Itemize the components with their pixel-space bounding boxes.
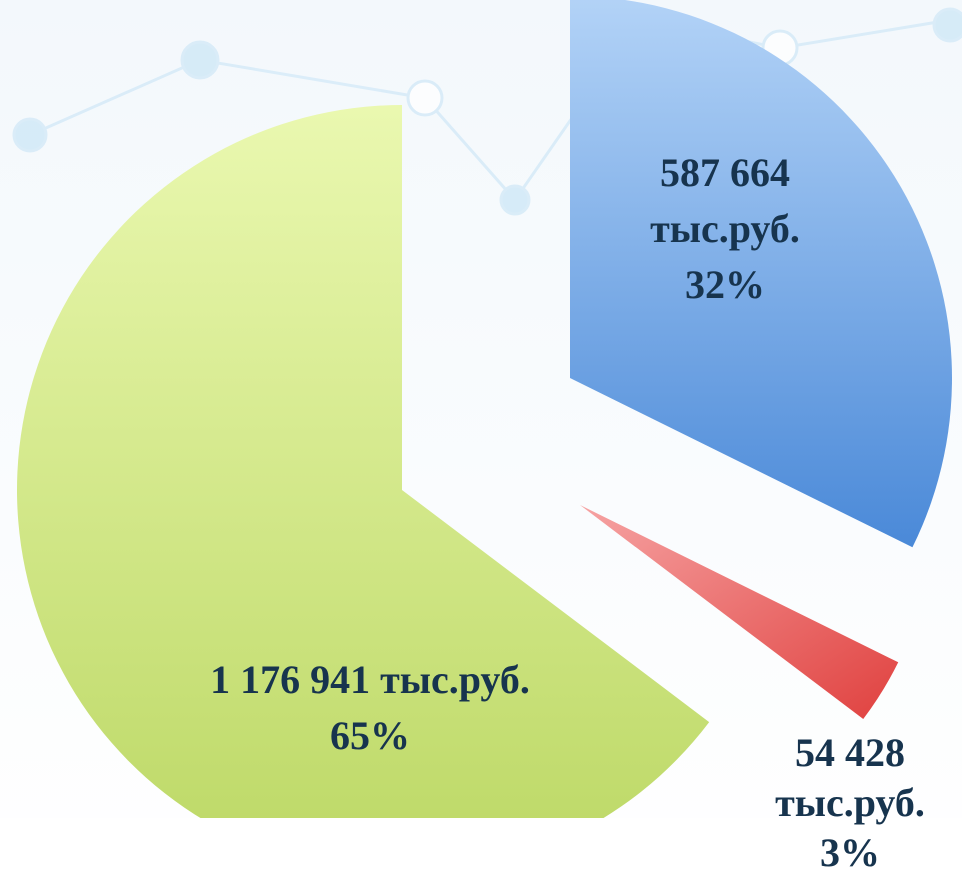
pie-slice [570, 0, 952, 548]
background-decor [12, 7, 962, 216]
percent-label: 3% [820, 830, 880, 875]
bottom-band [0, 818, 962, 889]
percent-label: 65% [330, 713, 410, 758]
slice-label: 54 428 тыс.руб. 3% [745, 728, 955, 878]
slice-label: 587 664 тыс.руб. 32% [610, 145, 840, 313]
value-label: 1 176 941 тыс.руб. [210, 657, 530, 702]
slice-label: 1 176 941 тыс.руб. 65% [150, 652, 590, 764]
percent-label: 32% [685, 262, 765, 307]
pie-slice [580, 505, 899, 720]
pie-slice [17, 105, 710, 875]
value-label: 54 428 тыс.руб. [775, 730, 925, 825]
value-label: 587 664 тыс.руб. [650, 150, 800, 251]
